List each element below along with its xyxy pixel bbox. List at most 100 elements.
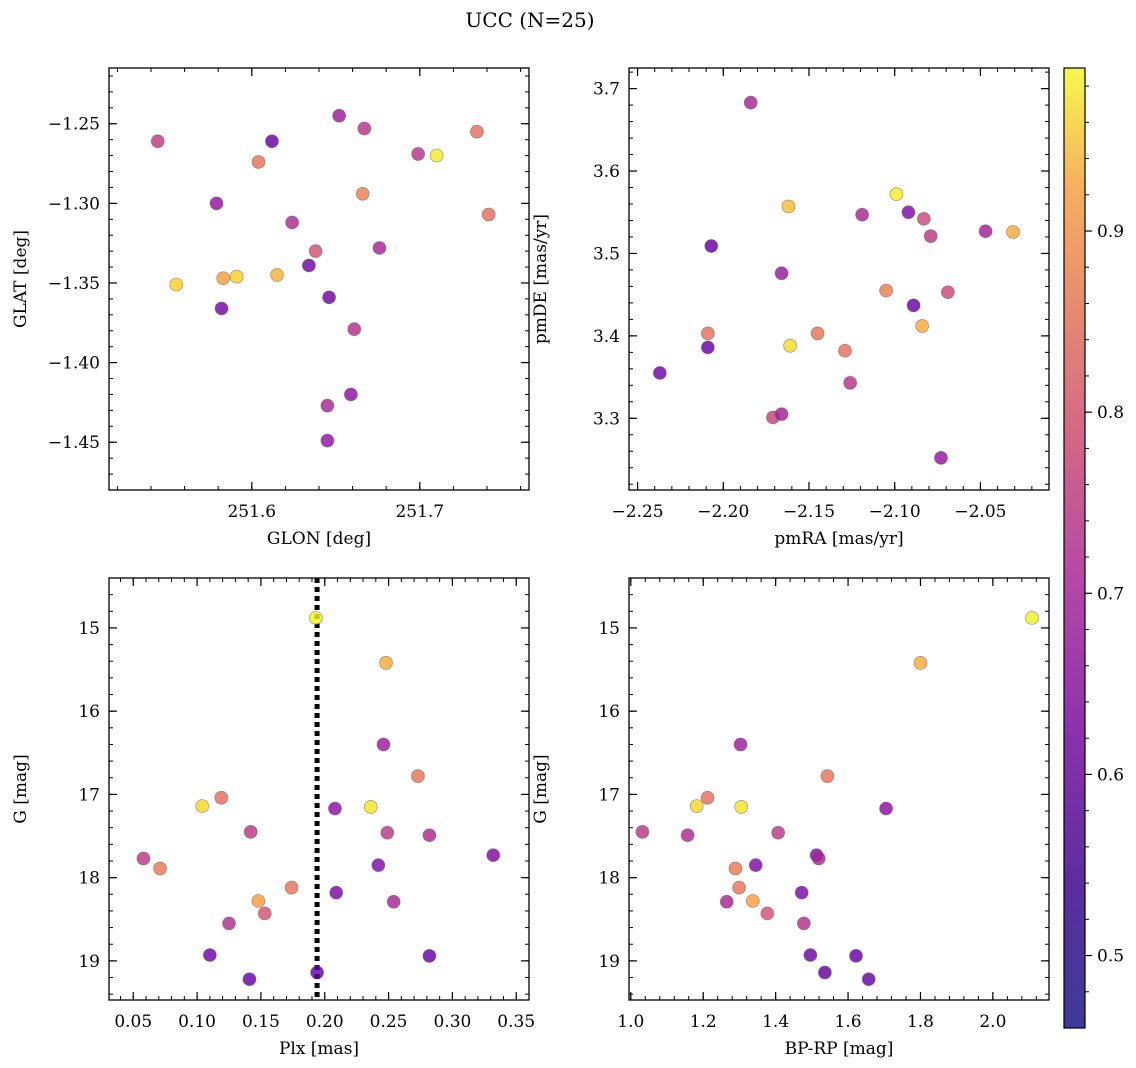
data-point bbox=[363, 800, 378, 814]
y-tick-label: 3.7 bbox=[593, 80, 620, 100]
x-tick-label: −2.20 bbox=[697, 502, 749, 522]
colorbar: 0.5 0.6 0.7 0.8 0.9 bbox=[1063, 67, 1124, 1029]
colorbar-tick-label: 0.9 bbox=[1097, 222, 1124, 242]
colorbar-tick-label: 0.8 bbox=[1097, 403, 1124, 423]
data-point bbox=[774, 266, 789, 281]
data-point bbox=[308, 244, 323, 258]
data-point bbox=[771, 825, 786, 840]
data-point bbox=[270, 268, 284, 282]
data-point bbox=[923, 229, 938, 243]
y-tick-label: −1.40 bbox=[48, 354, 100, 374]
data-point bbox=[719, 894, 734, 909]
data-point bbox=[379, 656, 393, 670]
data-point bbox=[153, 861, 167, 876]
y-tick-label: 15 bbox=[598, 619, 620, 639]
data-point bbox=[310, 965, 324, 980]
y-axis-label: pmDE [mas/yr] bbox=[531, 214, 551, 344]
data-point bbox=[150, 134, 165, 149]
data-point bbox=[371, 858, 386, 873]
data-point bbox=[216, 271, 231, 286]
x-tick-label: 0.15 bbox=[242, 1012, 280, 1032]
data-point bbox=[734, 800, 749, 814]
plot-frame bbox=[108, 67, 530, 491]
scatter-points bbox=[136, 578, 501, 1000]
x-tick-label: 1.8 bbox=[907, 1012, 934, 1032]
data-point bbox=[320, 398, 335, 413]
data-point bbox=[743, 95, 758, 110]
data-point bbox=[481, 207, 496, 222]
data-point bbox=[704, 239, 719, 253]
x-tick-label: 2.0 bbox=[979, 1012, 1006, 1032]
data-point bbox=[429, 148, 444, 163]
data-point bbox=[329, 885, 344, 900]
data-point bbox=[1006, 225, 1020, 239]
data-point bbox=[700, 790, 715, 805]
x-tick-label: 0.25 bbox=[370, 1012, 408, 1032]
data-point bbox=[941, 285, 955, 300]
data-point bbox=[328, 801, 342, 816]
y-tick-label: 3.4 bbox=[593, 327, 620, 347]
y-tick-label: 16 bbox=[78, 702, 100, 722]
data-point bbox=[680, 828, 695, 843]
x-axis-label: Plx [mas] bbox=[279, 1039, 359, 1059]
data-point bbox=[347, 322, 362, 337]
data-point bbox=[889, 187, 904, 201]
data-point bbox=[760, 906, 775, 921]
plot-frame bbox=[628, 67, 1050, 491]
y-tick-label: 17 bbox=[598, 785, 620, 805]
x-tick-label: −2.05 bbox=[954, 502, 1006, 522]
data-point bbox=[818, 965, 832, 980]
data-point bbox=[934, 451, 948, 465]
data-point bbox=[222, 916, 236, 931]
data-point bbox=[733, 737, 748, 752]
data-point bbox=[265, 134, 279, 149]
y-tick-label: 17 bbox=[78, 785, 100, 805]
x-tick-label: 0.30 bbox=[433, 1012, 471, 1032]
x-tick-label: −2.10 bbox=[869, 502, 921, 522]
data-point bbox=[203, 948, 217, 962]
colorbar-tick-label: 0.6 bbox=[1097, 765, 1124, 785]
plot-frame bbox=[628, 577, 1050, 1001]
data-point bbox=[701, 340, 715, 355]
x-tick-label: 1.4 bbox=[762, 1012, 789, 1032]
data-point bbox=[783, 338, 797, 353]
x-tick-label: 251.6 bbox=[227, 502, 276, 522]
y-tick-label: 18 bbox=[598, 869, 620, 889]
data-point bbox=[251, 155, 266, 169]
figure-title: UCC (N=25) bbox=[465, 8, 594, 32]
x-axis-label: pmRA [mas/yr] bbox=[774, 529, 903, 549]
data-point bbox=[901, 205, 916, 220]
data-point bbox=[701, 326, 715, 341]
data-point bbox=[320, 433, 335, 448]
data-point bbox=[242, 972, 257, 987]
data-point bbox=[797, 916, 811, 931]
data-point bbox=[732, 880, 746, 895]
data-point bbox=[243, 825, 258, 839]
y-tick-label: 3.3 bbox=[593, 409, 620, 429]
data-point bbox=[794, 885, 809, 900]
data-point bbox=[214, 301, 229, 316]
x-tick-label: 251.7 bbox=[395, 502, 444, 522]
data-point bbox=[470, 124, 484, 139]
x-tick-label: 1.0 bbox=[617, 1012, 644, 1032]
x-tick-label: −2.25 bbox=[612, 502, 664, 522]
scatter-points bbox=[635, 611, 1039, 987]
x-tick-label: −2.15 bbox=[783, 502, 835, 522]
data-point bbox=[285, 215, 299, 230]
y-tick-label: 15 bbox=[78, 619, 100, 639]
data-point bbox=[915, 319, 929, 333]
y-tick-label: −1.30 bbox=[48, 194, 100, 214]
data-point bbox=[302, 258, 316, 273]
data-point bbox=[386, 894, 401, 909]
data-point bbox=[917, 211, 931, 226]
data-point bbox=[284, 880, 299, 895]
data-point bbox=[136, 851, 151, 866]
y-tick-label: −1.25 bbox=[48, 115, 100, 135]
scatter-panel-bottom-right: 1.0 1.2 1.4 1.6 1.8 2.0 15 16 17 18 19 BP-RP [mag] G… bbox=[531, 577, 1050, 1059]
y-tick-label: 18 bbox=[78, 869, 100, 889]
data-point bbox=[879, 283, 893, 298]
x-tick-label: 1.6 bbox=[835, 1012, 862, 1032]
data-point bbox=[422, 828, 437, 843]
data-point bbox=[803, 948, 818, 962]
